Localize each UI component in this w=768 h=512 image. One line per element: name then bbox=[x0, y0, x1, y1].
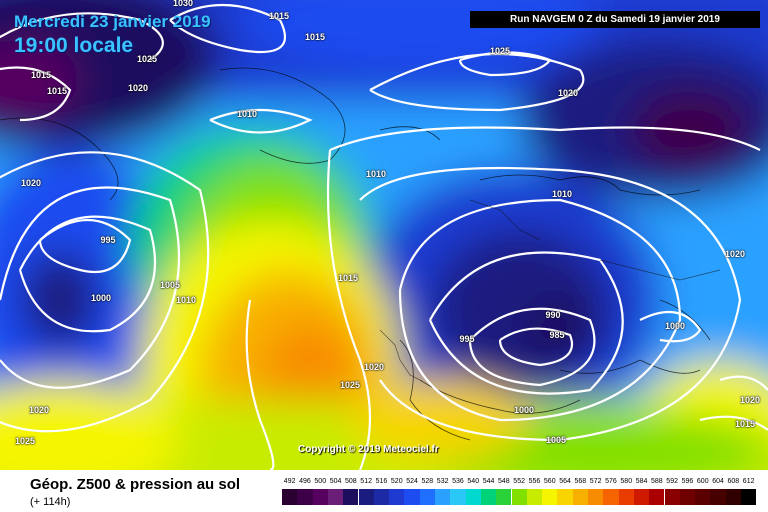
isobar-label: 1000 bbox=[664, 321, 686, 331]
scale-label: 536 bbox=[452, 478, 464, 485]
copyright: Copyright © 2019 Meteociel.fr bbox=[298, 444, 439, 455]
scale-swatch bbox=[327, 489, 344, 505]
isobar-label: 995 bbox=[459, 334, 475, 344]
scale-swatch bbox=[710, 489, 726, 505]
scale-swatch bbox=[389, 489, 405, 505]
scale-label: 492 bbox=[283, 478, 296, 485]
scale-swatch bbox=[358, 489, 374, 505]
isobar-label: 1020 bbox=[127, 83, 149, 93]
scale-label: 552 bbox=[513, 478, 525, 485]
isobar-label: 1015 bbox=[268, 11, 290, 21]
scale-swatch bbox=[404, 489, 420, 505]
scale-swatch bbox=[282, 489, 298, 505]
scale-label: 608 bbox=[727, 478, 740, 485]
scale-swatch bbox=[312, 489, 328, 505]
isobar-label: 1015 bbox=[734, 419, 756, 429]
scale-swatch bbox=[618, 489, 634, 505]
isobar-label: 1020 bbox=[724, 249, 746, 259]
scale-swatch bbox=[664, 489, 680, 505]
scale-label: 532 bbox=[436, 478, 449, 485]
scale-label: 556 bbox=[528, 478, 541, 485]
scale-swatch bbox=[496, 489, 512, 505]
scale-label: 520 bbox=[390, 478, 403, 485]
forecast-offset: (+ 114h) bbox=[30, 496, 71, 508]
scale-label: 564 bbox=[559, 478, 571, 485]
scale-label: 516 bbox=[375, 478, 388, 485]
scale-label: 540 bbox=[467, 478, 480, 485]
scale-label: 580 bbox=[620, 478, 633, 485]
scale-label: 600 bbox=[696, 478, 709, 485]
scale-swatch bbox=[526, 489, 543, 505]
scale-swatch bbox=[435, 489, 451, 505]
scale-label: 496 bbox=[299, 478, 311, 485]
scale-label: 524 bbox=[406, 478, 418, 485]
scale-label: 508 bbox=[345, 478, 357, 485]
scale-swatch bbox=[557, 489, 573, 505]
isobar-label: 1015 bbox=[30, 70, 52, 80]
isobar-label: 1020 bbox=[363, 362, 385, 372]
scale-swatch bbox=[480, 489, 497, 505]
scale-swatch bbox=[572, 489, 588, 505]
isobar-label: 1005 bbox=[545, 435, 567, 445]
isobar-label: 1020 bbox=[20, 178, 42, 188]
scale-label: 588 bbox=[651, 478, 663, 485]
isobar-label: 1020 bbox=[28, 405, 50, 415]
isobar-label: 1005 bbox=[159, 280, 181, 290]
scale-label: 528 bbox=[421, 478, 434, 485]
scale-swatch bbox=[695, 489, 711, 505]
scale-swatch bbox=[542, 489, 558, 505]
scale-swatch bbox=[649, 489, 665, 505]
scale-swatch bbox=[450, 489, 466, 505]
scale-swatch bbox=[633, 489, 650, 505]
valid-date: Mercredi 23 janvier 2019 bbox=[14, 12, 211, 31]
scale-label: 584 bbox=[635, 478, 648, 485]
isobar-label: 1020 bbox=[739, 395, 761, 405]
scale-label: 560 bbox=[543, 478, 556, 485]
isobar-label: 1015 bbox=[304, 32, 326, 42]
scale-label: 576 bbox=[605, 478, 617, 485]
scale-swatch bbox=[373, 489, 390, 505]
isobar-label: 1000 bbox=[513, 405, 535, 415]
isobar-label: 1015 bbox=[46, 86, 68, 96]
scale-swatch bbox=[297, 489, 313, 505]
isobar-label: 995 bbox=[100, 235, 116, 245]
isobar-label: 1000 bbox=[90, 293, 112, 303]
valid-time: 19:00 locale bbox=[14, 34, 134, 57]
scale-swatch bbox=[741, 489, 757, 505]
scale-label: 604 bbox=[712, 478, 724, 485]
scale-label: 548 bbox=[498, 478, 510, 485]
isobar-label: 1020 bbox=[557, 88, 579, 98]
scale-swatch bbox=[588, 489, 604, 505]
isobar-label: 1010 bbox=[365, 169, 387, 179]
isobar-label: 1015 bbox=[337, 273, 359, 283]
isobar-label: 1010 bbox=[236, 109, 258, 119]
isobar-label: 990 bbox=[545, 310, 561, 320]
scale-swatch bbox=[511, 489, 527, 505]
scale-label: 500 bbox=[314, 478, 327, 485]
run-info: Run NAVGEM 0 Z du Samedi 19 janvier 2019 bbox=[470, 11, 760, 28]
isobar-label: 1025 bbox=[489, 46, 511, 56]
isobar-label: 1025 bbox=[339, 380, 361, 390]
isobar-label: 1010 bbox=[175, 295, 197, 305]
isobar-label: 985 bbox=[549, 330, 565, 340]
scale-label: 592 bbox=[666, 478, 678, 485]
scale-swatch bbox=[725, 489, 741, 505]
scale-label: 544 bbox=[482, 478, 495, 485]
isobar-label: 1030 bbox=[172, 0, 194, 8]
isobar-label: 1025 bbox=[136, 54, 158, 64]
scale-label: 572 bbox=[589, 478, 602, 485]
scale-label: 596 bbox=[681, 478, 694, 485]
map-title: Géop. Z500 & pression au sol bbox=[30, 476, 241, 493]
scale-label: 512 bbox=[360, 478, 372, 485]
isobar-label: 1010 bbox=[551, 189, 573, 199]
isobar-label: 1025 bbox=[14, 436, 36, 446]
scale-swatch bbox=[465, 489, 481, 505]
scale-label: 612 bbox=[742, 478, 755, 485]
scale-swatch bbox=[343, 489, 359, 505]
scale-swatch bbox=[419, 489, 435, 505]
scale-swatch bbox=[603, 489, 619, 505]
scale-swatch bbox=[679, 489, 696, 505]
scale-label: 504 bbox=[329, 478, 342, 485]
scale-label: 568 bbox=[574, 478, 587, 485]
